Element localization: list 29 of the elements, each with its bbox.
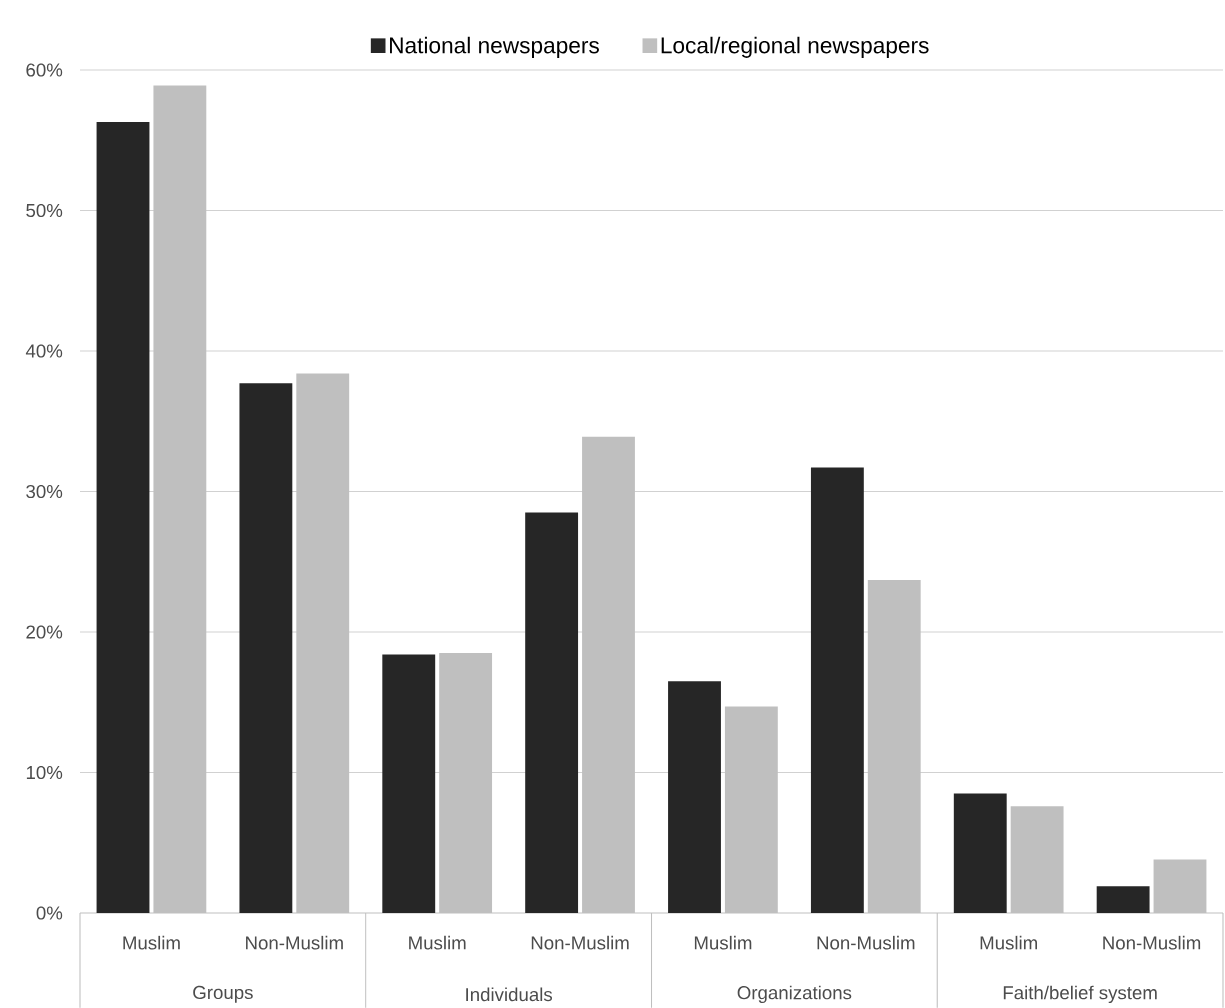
x-tick-label: Muslim — [694, 935, 752, 950]
bar — [953, 793, 1007, 913]
legend-label: Local/regional newspapers — [661, 36, 929, 58]
x-tick-label: Non-Muslim — [1103, 935, 1201, 950]
bar — [239, 383, 293, 913]
x-tick-label: Muslim — [123, 935, 180, 950]
bar — [382, 654, 436, 913]
bar — [1096, 886, 1150, 913]
x-tick-label: Muslim — [409, 935, 466, 950]
y-tick-label: 20% — [26, 625, 63, 639]
x-tick-label: Non-Muslim — [531, 935, 629, 950]
x-tick-label: Muslim — [980, 935, 1037, 950]
x-tick-label: Non-Muslim — [246, 935, 343, 950]
bar — [810, 467, 864, 913]
text: Organizations — [737, 985, 852, 1004]
y-tick-label: 30% — [26, 484, 63, 499]
y-tick-label: 40% — [25, 344, 63, 358]
y-tick-label: 0% — [36, 906, 63, 920]
text: Faith/belief system — [1003, 985, 1157, 1004]
bar — [525, 512, 579, 913]
y-tick-label: 10% — [26, 765, 63, 780]
legend-label: National newspapers — [390, 36, 599, 58]
y-tick-label: 50% — [26, 203, 63, 218]
bar — [96, 121, 150, 913]
y-tick-label: 60% — [26, 63, 63, 77]
bar — [668, 681, 721, 913]
text: Groups — [193, 985, 253, 1003]
text: Individuals — [466, 987, 553, 1002]
x-tick-label: Non-Muslim — [817, 935, 915, 950]
